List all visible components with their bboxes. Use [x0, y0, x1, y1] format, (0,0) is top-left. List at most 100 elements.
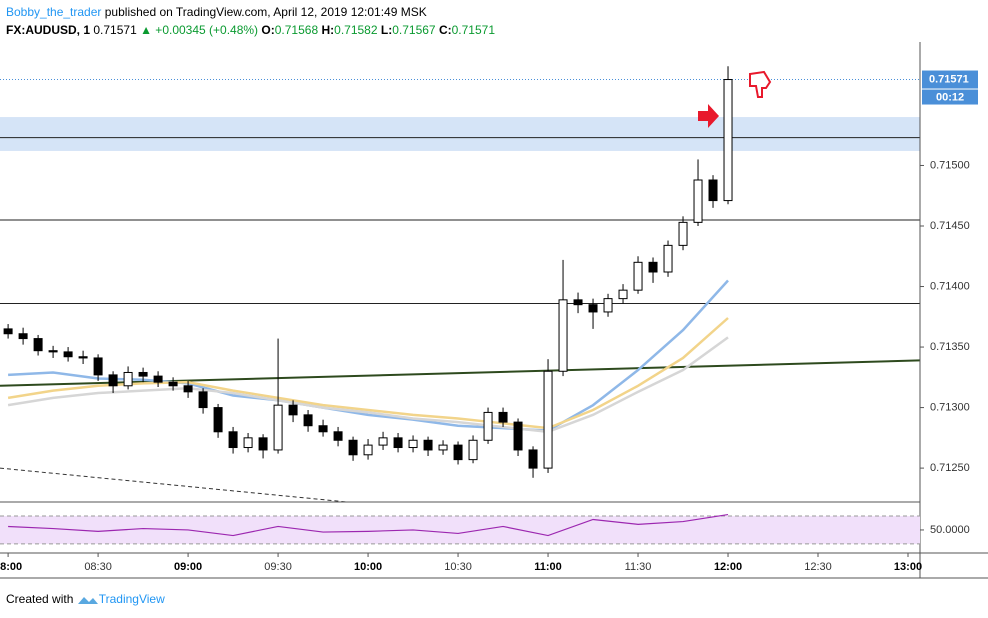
- candle-body: [603, 298, 613, 313]
- countdown: 00:12: [936, 91, 964, 103]
- footer-text: Created with: [6, 592, 74, 606]
- candle-body: [198, 391, 208, 409]
- price-box: [922, 70, 978, 89]
- candle-body: [408, 439, 418, 449]
- o-value: 0.71568: [274, 23, 319, 37]
- c-label: C:: [438, 23, 452, 37]
- candle-body: [483, 411, 493, 441]
- published: published on TradingView.com, April 12, …: [104, 5, 427, 19]
- y-tick-label: 0.71400: [930, 280, 970, 292]
- symbol: FX:AUDUSD, 1: [6, 23, 91, 37]
- moving-average: [7, 336, 729, 434]
- o-label: O:: [261, 23, 275, 37]
- candle-body: [168, 381, 178, 387]
- thumb-down: [749, 70, 772, 98]
- logo: [77, 596, 98, 604]
- candle-body: [378, 437, 388, 446]
- rsi-tick-label: 50.0000: [930, 524, 970, 536]
- candle-body: [423, 439, 433, 451]
- y-tick-label: 0.71350: [930, 341, 970, 353]
- h-value: 0.71582: [334, 23, 378, 37]
- l-value: 0.71567: [392, 23, 436, 37]
- y-tick-label: 0.71300: [930, 401, 970, 413]
- candle-body: [108, 374, 118, 387]
- candle-body: [348, 439, 358, 456]
- candle-body: [498, 411, 508, 423]
- countdown-box: [922, 89, 978, 105]
- x-tick-label: 13:00: [894, 561, 922, 573]
- candle-body: [513, 421, 523, 451]
- candle-body: [138, 371, 148, 377]
- candle-body: [693, 179, 703, 223]
- candle-body: [213, 407, 223, 433]
- candle-body: [228, 431, 238, 449]
- candle-body: [303, 414, 313, 427]
- price: 0.71571: [93, 23, 137, 37]
- candle-body: [273, 404, 283, 451]
- candle-body: [708, 179, 718, 202]
- candle-body: [663, 244, 673, 273]
- candle-body: [573, 299, 583, 306]
- candle-body: [48, 350, 58, 353]
- candle-body: [153, 375, 163, 383]
- candle-body: [123, 371, 133, 387]
- rsi-line: [8, 513, 729, 537]
- candle-body: [678, 221, 688, 246]
- c-value: 0.71571: [451, 23, 496, 37]
- x-tick-label: 09:00: [174, 561, 202, 573]
- candle-body: [723, 79, 733, 202]
- candle-body: [63, 351, 73, 358]
- candle-body: [618, 289, 628, 300]
- x-tick-label: 11:00: [534, 561, 562, 573]
- candle-body: [648, 261, 658, 273]
- price-label: 0.71571: [929, 73, 969, 85]
- candle-body: [363, 444, 373, 456]
- candle-body: [453, 444, 463, 461]
- trend-line: [0, 467, 348, 503]
- candle-body: [543, 370, 553, 469]
- arrow: [698, 104, 719, 128]
- candle-body: [528, 449, 538, 469]
- candle-body: [333, 431, 343, 441]
- x-tick-label: 12:30: [804, 561, 832, 573]
- x-tick-label: 10:00: [354, 561, 382, 573]
- h-label: H:: [321, 23, 335, 37]
- candle-body: [393, 437, 403, 449]
- candle-body: [3, 328, 13, 335]
- footer: Created with TradingView: [6, 592, 165, 606]
- author[interactable]: Bobby_the_trader: [6, 5, 102, 19]
- candle-body: [93, 357, 103, 376]
- candle-body: [243, 437, 253, 449]
- candle-body: [438, 444, 448, 451]
- y-tick-label: 0.71450: [930, 220, 970, 232]
- y-tick-label: 0.71500: [930, 159, 970, 171]
- annotations: [698, 70, 772, 128]
- candle-body: [78, 356, 88, 359]
- x-tick-label: 08:00: [0, 561, 22, 573]
- change: ▲ +0.00345 (+0.48%): [140, 23, 259, 37]
- candle-body: [558, 299, 568, 372]
- candle-body: [183, 385, 193, 393]
- candle-body: [258, 437, 268, 451]
- header-line-2: FX:AUDUSD, 1 0.71571 ▲ +0.00345 (+0.48%)…: [6, 21, 495, 39]
- header: Bobby_the_trader published on TradingVie…: [6, 3, 495, 39]
- rsi-band: [0, 515, 920, 544]
- candle-body: [468, 439, 478, 461]
- x-tick-label: 10:30: [444, 561, 472, 573]
- x-tick-label: 08:30: [84, 561, 112, 573]
- candle-body: [18, 333, 28, 340]
- candle-body: [33, 338, 43, 352]
- candle-body: [288, 404, 298, 416]
- x-tick-label: 11:30: [625, 561, 652, 573]
- zone: [0, 117, 920, 151]
- header-line-1: Bobby_the_trader published on TradingVie…: [6, 3, 495, 21]
- y-tick-label: 0.71250: [930, 462, 970, 474]
- candle-body: [318, 425, 328, 433]
- brand[interactable]: TradingView: [98, 592, 165, 606]
- x-tick-label: 09:30: [264, 561, 292, 573]
- trend-line: [0, 359, 921, 387]
- x-tick-label: 12:00: [714, 561, 742, 573]
- candle-body: [588, 304, 598, 313]
